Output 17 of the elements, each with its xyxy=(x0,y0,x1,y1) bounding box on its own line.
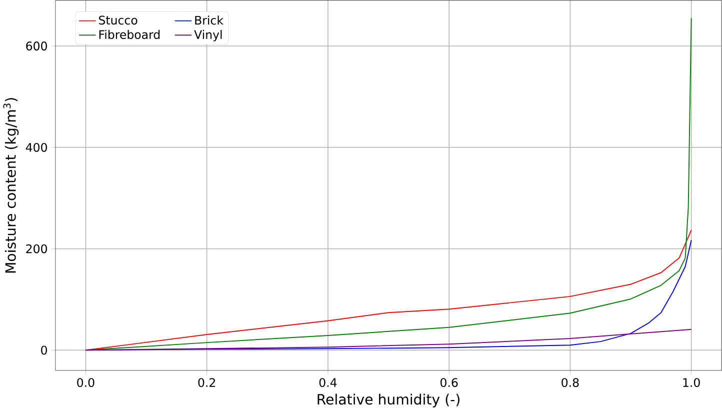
y-tick-label: 600 xyxy=(26,42,47,51)
legend-label: Stucco xyxy=(98,16,138,25)
x-tick-label: 1.0 xyxy=(683,378,700,388)
legend-label: Brick xyxy=(195,16,224,25)
x-tick-label: 0.4 xyxy=(319,378,337,388)
x-tick-label: 0.2 xyxy=(198,378,216,388)
x-axis-title: Relative humidity (-) xyxy=(318,394,460,408)
x-tick-label: 0.8 xyxy=(562,378,579,388)
y-tick-label: 400 xyxy=(26,143,47,152)
y-tick-label: 200 xyxy=(26,244,47,254)
x-tick-label: 0.6 xyxy=(440,378,458,388)
line-series xyxy=(85,329,692,351)
legend-label: Fibreboard xyxy=(99,30,160,40)
y-tick-label: 0 xyxy=(41,346,48,355)
legend-label: Vinyl xyxy=(194,30,222,42)
y-axis-title: Moisture content (kg/m$^{3}$) xyxy=(3,98,19,273)
x-tick-label: 0.0 xyxy=(77,378,94,388)
